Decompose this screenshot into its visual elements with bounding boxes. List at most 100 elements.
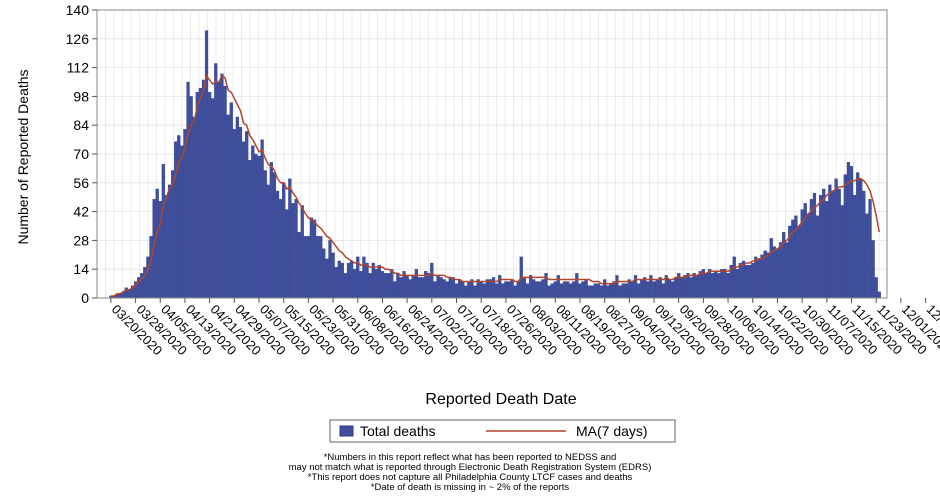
footnote-1: *Numbers in this report reflect what has… xyxy=(323,452,617,463)
footnote-4: *Date of death is missing in ~ 2% of the… xyxy=(370,482,570,493)
bar xyxy=(198,88,202,299)
bar xyxy=(541,279,545,299)
bar xyxy=(300,205,304,299)
legend: Total deaths MA(7 days) xyxy=(329,419,676,443)
bar xyxy=(442,279,446,299)
bar xyxy=(658,277,662,299)
bar xyxy=(275,190,280,299)
bar xyxy=(707,269,712,299)
bar xyxy=(266,184,270,299)
bar xyxy=(785,242,789,299)
bar xyxy=(877,291,881,299)
bar xyxy=(467,281,471,299)
bar xyxy=(744,264,749,299)
bar xyxy=(263,170,267,299)
bar xyxy=(238,127,243,299)
bar xyxy=(825,201,829,299)
bar xyxy=(859,178,863,299)
bar xyxy=(374,269,378,299)
bar xyxy=(572,281,576,299)
bar xyxy=(411,275,415,299)
bar xyxy=(297,232,301,299)
bar xyxy=(248,160,252,299)
bar xyxy=(849,166,854,299)
bar xyxy=(655,279,659,299)
bar xyxy=(834,178,838,299)
bar xyxy=(371,262,375,299)
bar xyxy=(319,236,323,299)
bar xyxy=(285,209,289,299)
y-tick-label: 42 xyxy=(73,204,89,220)
bar xyxy=(365,262,369,299)
y-tick-label: 56 xyxy=(73,175,89,191)
bar xyxy=(170,170,175,299)
y-tick-label: 140 xyxy=(66,2,90,18)
bar xyxy=(689,277,693,299)
x-axis-title: Reported Death Date xyxy=(425,391,576,408)
bar xyxy=(180,145,184,299)
bar xyxy=(874,277,878,299)
bar xyxy=(769,238,773,299)
bar xyxy=(831,190,835,299)
bar xyxy=(430,262,434,299)
bar xyxy=(353,269,357,299)
bar xyxy=(615,275,619,299)
bar xyxy=(711,273,715,299)
bar xyxy=(337,260,341,299)
bar xyxy=(282,182,286,299)
bar xyxy=(862,190,866,299)
bar xyxy=(316,236,320,299)
bars-layer xyxy=(109,30,881,299)
bar xyxy=(417,277,422,299)
bar xyxy=(251,145,255,299)
bar xyxy=(828,184,832,299)
bar xyxy=(528,275,533,299)
bar xyxy=(547,285,551,299)
bar xyxy=(204,30,209,299)
bar xyxy=(322,248,326,299)
bar xyxy=(630,281,635,299)
bar xyxy=(735,269,739,299)
legend-item-ma-7-days: MA(7 days) xyxy=(576,423,648,439)
bar xyxy=(856,172,860,299)
bar xyxy=(445,281,449,299)
bar xyxy=(436,275,440,299)
bar xyxy=(772,246,776,299)
footnote-3: *This report does not capture all Philad… xyxy=(307,472,633,483)
bar xyxy=(670,281,675,299)
bar xyxy=(211,98,215,299)
bar xyxy=(359,271,363,299)
bar xyxy=(387,273,391,299)
bar xyxy=(704,273,709,299)
bar xyxy=(603,279,607,299)
bar xyxy=(368,273,372,299)
bar xyxy=(245,131,249,299)
bar xyxy=(871,240,875,299)
bar xyxy=(726,273,730,299)
bar xyxy=(865,213,869,299)
bar xyxy=(587,285,591,299)
bar xyxy=(183,129,187,299)
bar xyxy=(294,199,298,299)
bar xyxy=(538,281,542,299)
bar xyxy=(843,174,847,299)
bar xyxy=(377,264,381,299)
bar xyxy=(235,116,240,299)
bar xyxy=(581,281,585,299)
bar xyxy=(751,262,755,299)
bar xyxy=(686,273,690,299)
bar xyxy=(822,188,826,299)
bar xyxy=(195,92,199,299)
bar xyxy=(575,273,579,299)
bar xyxy=(464,285,468,299)
bar xyxy=(491,277,496,299)
bar xyxy=(819,194,823,299)
bar xyxy=(760,254,764,299)
bar xyxy=(405,275,409,299)
bar xyxy=(214,63,218,299)
bar xyxy=(590,285,594,299)
bar xyxy=(146,256,150,299)
footnote-2: may not match what is reported through E… xyxy=(288,462,652,473)
bar xyxy=(513,285,517,299)
y-tick-label: 0 xyxy=(81,290,89,306)
